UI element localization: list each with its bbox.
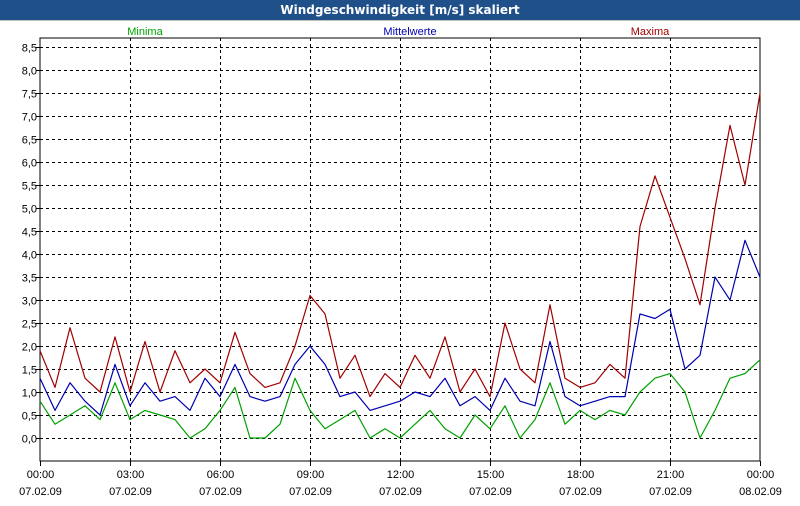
legend-mittelwerte: Mittelwerte bbox=[383, 26, 436, 38]
x-tick-time-label: 00:00 bbox=[747, 469, 775, 481]
y-tick-label: 7,0 bbox=[22, 112, 37, 124]
y-tick-label: 8,5 bbox=[22, 43, 37, 55]
chart-area: 8,5 8,0 7,5 7,0 6,5 6,0 5,5 5,0 4,5 4,0 3,5 3,0 2,5 2… bbox=[0, 20, 800, 500]
x-tick-time-label: 09:00 bbox=[297, 469, 325, 481]
window-title: Windgeschwindigkeit [m/s] skaliert bbox=[0, 0, 800, 20]
series-line-minima bbox=[39, 359, 761, 439]
x-tick-date-label: 07.02.09 bbox=[199, 486, 242, 498]
y-tick-label: 4,5 bbox=[22, 227, 37, 239]
x-tick-time-label: 06:00 bbox=[207, 469, 235, 481]
x-tick-date-label: 07.02.09 bbox=[109, 486, 152, 498]
series-line-maxima bbox=[39, 93, 761, 398]
wind-speed-chart: 8,5 8,0 7,5 7,0 6,5 6,0 5,5 5,0 4,5 4,0 3,5 3,0 2,5 2… bbox=[19, 26, 782, 498]
y-tick-label: 0,5 bbox=[22, 411, 37, 423]
y-tick-label: 5,0 bbox=[22, 204, 37, 216]
x-tick-date-label: 07.02.09 bbox=[559, 486, 602, 498]
x-tick-time-label: 21:00 bbox=[657, 469, 685, 481]
y-tick-label: 5,5 bbox=[22, 181, 37, 193]
x-tick-date-label: 08.02.09 bbox=[739, 486, 782, 498]
y-tick-label: 4,0 bbox=[22, 250, 37, 262]
y-tick-label: 1,5 bbox=[22, 365, 37, 377]
x-tick-time-label: 18:00 bbox=[567, 469, 595, 481]
y-tick-label: 6,0 bbox=[22, 158, 37, 170]
x-tick-date-label: 07.02.09 bbox=[649, 486, 692, 498]
y-tick-label: 1,0 bbox=[22, 388, 37, 400]
legend-minima: Minima bbox=[127, 26, 163, 38]
y-tick-label: 6,5 bbox=[22, 135, 37, 147]
x-tick-date-label: 07.02.09 bbox=[469, 486, 512, 498]
legend-maxima: Maxima bbox=[631, 26, 670, 38]
x-tick-time-label: 00:00 bbox=[27, 469, 55, 481]
x-tick-date-label: 07.02.09 bbox=[19, 486, 62, 498]
x-tick-time-label: 03:00 bbox=[117, 469, 145, 481]
y-tick-label: 0,0 bbox=[22, 434, 37, 446]
y-tick-label: 7,5 bbox=[22, 89, 37, 101]
y-tick-label: 3,5 bbox=[22, 273, 37, 285]
x-tick-date-label: 07.02.09 bbox=[379, 486, 422, 498]
y-tick-label: 8,0 bbox=[22, 66, 37, 78]
x-tick-time-label: 12:00 bbox=[387, 469, 415, 481]
y-tick-label: 3,0 bbox=[22, 296, 37, 308]
y-tick-label: 2,5 bbox=[22, 319, 37, 331]
series-line-mittelwerte bbox=[39, 239, 761, 416]
y-tick-label: 2,0 bbox=[22, 342, 37, 354]
x-tick-date-label: 07.02.09 bbox=[289, 486, 332, 498]
x-tick-time-label: 15:00 bbox=[477, 469, 505, 481]
